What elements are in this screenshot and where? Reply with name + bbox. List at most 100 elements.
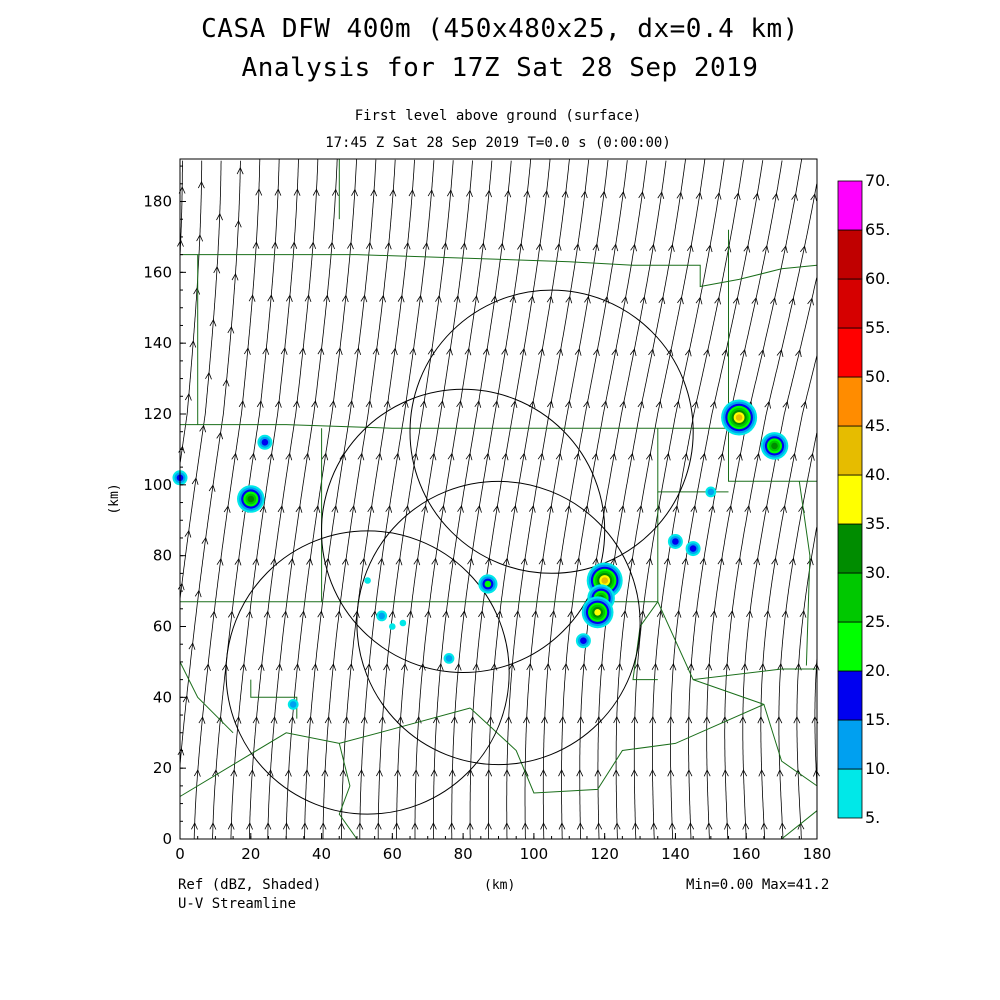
streamline-arrow	[299, 610, 307, 619]
colorbar-label: 55.	[865, 318, 890, 337]
streamline-arrow	[703, 348, 710, 357]
streamline-arrow	[600, 190, 607, 199]
streamline	[179, 160, 203, 463]
streamline-arrow	[372, 347, 380, 356]
county-border	[250, 679, 298, 719]
y-axis-label: (km)	[107, 483, 122, 514]
streamline-arrow	[539, 768, 547, 777]
x-tick-label: 20	[241, 845, 260, 863]
streamline-arrow	[177, 239, 184, 247]
streamline-arrow	[275, 663, 283, 671]
streamline-arrow	[794, 662, 802, 671]
streamline-arrow	[656, 609, 664, 618]
streamline-arrow	[385, 505, 393, 513]
vector-label: U-V Streamline	[178, 896, 297, 912]
streamline-arrow	[744, 505, 751, 513]
streamline-arrow	[576, 822, 584, 830]
echo-cell	[601, 577, 608, 584]
streamline-arrow	[710, 400, 717, 409]
colorbar-label: 30.	[865, 563, 890, 582]
streamline-arrow	[347, 663, 355, 671]
colorbar-label: 45.	[865, 416, 890, 435]
streamline-arrow	[600, 504, 608, 513]
streamline-arrow	[374, 822, 382, 830]
streamline-arrow	[483, 452, 491, 461]
streamline-arrow	[309, 241, 317, 250]
streamline-arrow	[430, 768, 438, 777]
streamline-arrow	[464, 347, 472, 356]
streamline-arrow	[636, 504, 644, 513]
streamline-arrow	[438, 400, 445, 408]
echo-cell	[247, 495, 255, 503]
streamline-arrow	[612, 769, 620, 777]
colorbar-label: 70.	[865, 171, 890, 190]
colorbar-swatch	[837, 229, 863, 280]
x-tick-label: 140	[661, 845, 690, 863]
colorbar-label: 35.	[865, 514, 890, 533]
streamline-arrow	[807, 297, 814, 306]
streamline-arrow	[446, 189, 454, 197]
streamline-arrow	[779, 822, 786, 830]
streamline-arrow	[735, 557, 743, 566]
streamline	[193, 159, 261, 839]
streamline-arrow	[799, 609, 807, 618]
streamline-arrow	[673, 400, 681, 409]
y-tick-label: 100	[143, 476, 172, 494]
streamline	[179, 160, 222, 600]
streamline-arrow	[492, 400, 500, 408]
streamline-arrow	[447, 452, 455, 461]
streamline-arrow	[208, 484, 216, 492]
streamline-arrow	[485, 822, 492, 830]
streamline-arrow	[613, 822, 621, 830]
streamline-arrow	[580, 662, 587, 671]
streamline-arrow	[370, 188, 378, 197]
streamline-arrow	[306, 557, 313, 566]
echo-cell	[378, 612, 386, 620]
streamline-arrow	[650, 822, 658, 830]
streamline-arrow	[328, 241, 335, 250]
streamline-arrow	[537, 452, 545, 461]
streamline-arrow	[746, 609, 753, 618]
streamline-arrow	[657, 191, 665, 200]
streamline-arrow	[424, 610, 432, 618]
streamline-arrow	[365, 663, 372, 671]
streamline-arrow	[341, 557, 349, 566]
streamline-arrow	[705, 244, 713, 253]
streamline-arrow	[739, 348, 747, 357]
streamline-arrow	[293, 188, 301, 196]
streamline-arrow	[416, 294, 424, 303]
streamline-arrow	[619, 400, 627, 409]
colorbar-swatch	[837, 278, 863, 329]
streamline-arrow	[472, 295, 480, 303]
streamline	[341, 159, 415, 839]
streamline-arrow	[487, 715, 494, 724]
streamline-arrow	[753, 192, 760, 201]
streamline-arrow	[234, 557, 242, 566]
streamline-arrow	[509, 295, 517, 304]
streamline-arrow	[413, 557, 421, 566]
streamline-arrow	[216, 431, 224, 440]
colorbar-label: 5.	[865, 808, 880, 827]
streamline-arrow	[681, 452, 689, 461]
echo-cell	[389, 623, 396, 630]
streamline-arrow	[321, 769, 329, 777]
streamline-arrow	[281, 610, 289, 619]
streamline-arrow	[295, 505, 303, 513]
streamline-arrow	[223, 505, 231, 513]
streamline-arrow	[558, 822, 566, 830]
streamline-arrow	[312, 188, 320, 196]
streamline	[179, 160, 241, 765]
streamline-arrow	[695, 296, 703, 305]
echo-cell	[689, 545, 697, 552]
streamline-arrow	[420, 400, 427, 408]
streamline-arrow	[559, 715, 566, 724]
streamline-arrow	[359, 557, 367, 566]
streamline-arrow	[393, 452, 401, 461]
streamline	[249, 159, 319, 839]
streamline-arrow	[468, 715, 476, 724]
y-tick-label: 120	[143, 405, 172, 423]
streamline-arrow	[252, 557, 260, 566]
streamline-arrow	[813, 769, 820, 777]
streamline-arrow	[227, 822, 235, 830]
streamline-arrow	[775, 715, 783, 724]
